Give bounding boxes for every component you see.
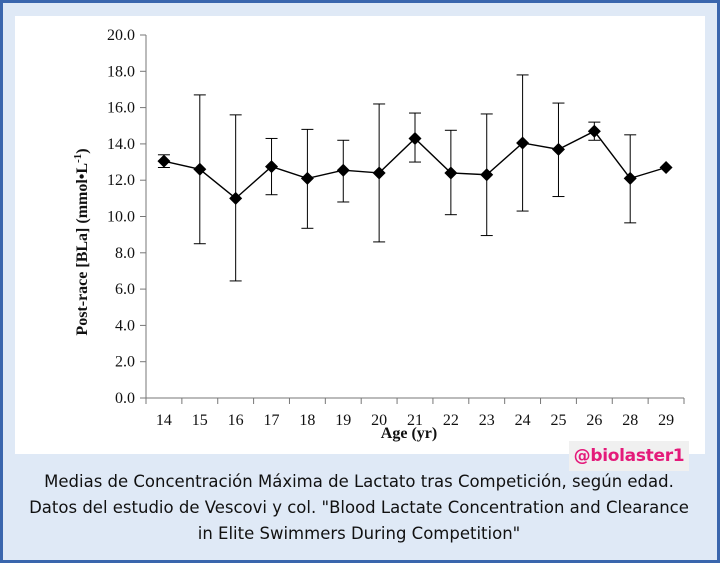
x-tick-label: 21 bbox=[407, 412, 423, 429]
y-tick-label: 8.0 bbox=[115, 245, 135, 262]
x-tick-label: 25 bbox=[550, 412, 566, 429]
error-bars bbox=[157, 74, 637, 282]
y-tick-label: 10.0 bbox=[107, 209, 135, 226]
plot-panel: 0.0 2.0 4.0 6.0 8.0 10.0 12.0 14.0 16.0 18.0 20.0 … bbox=[15, 16, 705, 454]
x-tick-label: 16 bbox=[228, 412, 244, 429]
y-axis-title: Post-race [BLa] (mmol•L-1) bbox=[72, 148, 91, 335]
x-tick-label: 29 bbox=[658, 412, 674, 429]
y-tick-label: 14.0 bbox=[107, 136, 135, 153]
data-point bbox=[551, 142, 565, 156]
data-point bbox=[516, 136, 530, 150]
y-axis-title-superscript: -1 bbox=[72, 154, 84, 163]
x-tick-label: 14 bbox=[156, 412, 172, 429]
y-tick-label: 6.0 bbox=[115, 281, 135, 298]
x-tick-label: 22 bbox=[443, 412, 459, 429]
data-markers bbox=[157, 124, 673, 205]
y-axis-title-main: Post-race [BLa] (mmol•L bbox=[74, 163, 91, 336]
x-axis: 14 15 16 17 18 19 20 21 22 23 24 25 26 28 29 bbox=[145, 397, 685, 429]
x-tick-label: 23 bbox=[479, 412, 495, 429]
y-tick-label: 12.0 bbox=[107, 172, 135, 189]
x-tick-label: 18 bbox=[299, 412, 315, 429]
data-point bbox=[157, 154, 171, 168]
y-tick-label: 2.0 bbox=[115, 354, 135, 371]
data-point bbox=[300, 171, 314, 185]
y-axis-title-suffix: ) bbox=[74, 148, 91, 153]
data-point bbox=[229, 191, 243, 205]
data-point bbox=[623, 171, 637, 185]
data-point bbox=[659, 160, 673, 174]
x-tick-label: 15 bbox=[192, 412, 208, 429]
figure-caption: Medias de Concentración Máxima de Lactat… bbox=[29, 472, 689, 543]
x-axis-title: Age (yr) bbox=[381, 425, 437, 442]
data-point bbox=[587, 124, 601, 138]
data-point bbox=[265, 160, 279, 174]
chart: 0.02.04.06.08.010.012.014.016.018.020.0 … bbox=[72, 27, 685, 442]
y-axis: 0.0 2.0 4.0 6.0 8.0 10.0 12.0 14.0 16.0 18.0 20.0 bbox=[107, 27, 147, 407]
y-tick-label: 0.0 bbox=[115, 390, 135, 407]
y-tick-label: 16.0 bbox=[107, 100, 135, 117]
data-point bbox=[336, 163, 350, 177]
y-tick-label: 4.0 bbox=[115, 317, 135, 334]
x-tick-label: 19 bbox=[335, 412, 351, 429]
x-tick-label: 26 bbox=[586, 412, 602, 429]
data-point bbox=[193, 162, 207, 176]
y-tick-label: 20.0 bbox=[107, 27, 135, 44]
y-tick-label: 18.0 bbox=[107, 63, 135, 80]
data-point bbox=[480, 168, 494, 182]
x-tick-label: 20 bbox=[371, 412, 387, 429]
x-tick-label: 24 bbox=[515, 412, 531, 429]
x-tick-label: 28 bbox=[622, 412, 638, 429]
watermark-handle: @biolaster1 bbox=[569, 441, 689, 471]
data-point bbox=[408, 131, 422, 145]
data-point bbox=[444, 166, 458, 180]
x-tick-label: 17 bbox=[264, 412, 280, 429]
data-point bbox=[372, 166, 386, 180]
